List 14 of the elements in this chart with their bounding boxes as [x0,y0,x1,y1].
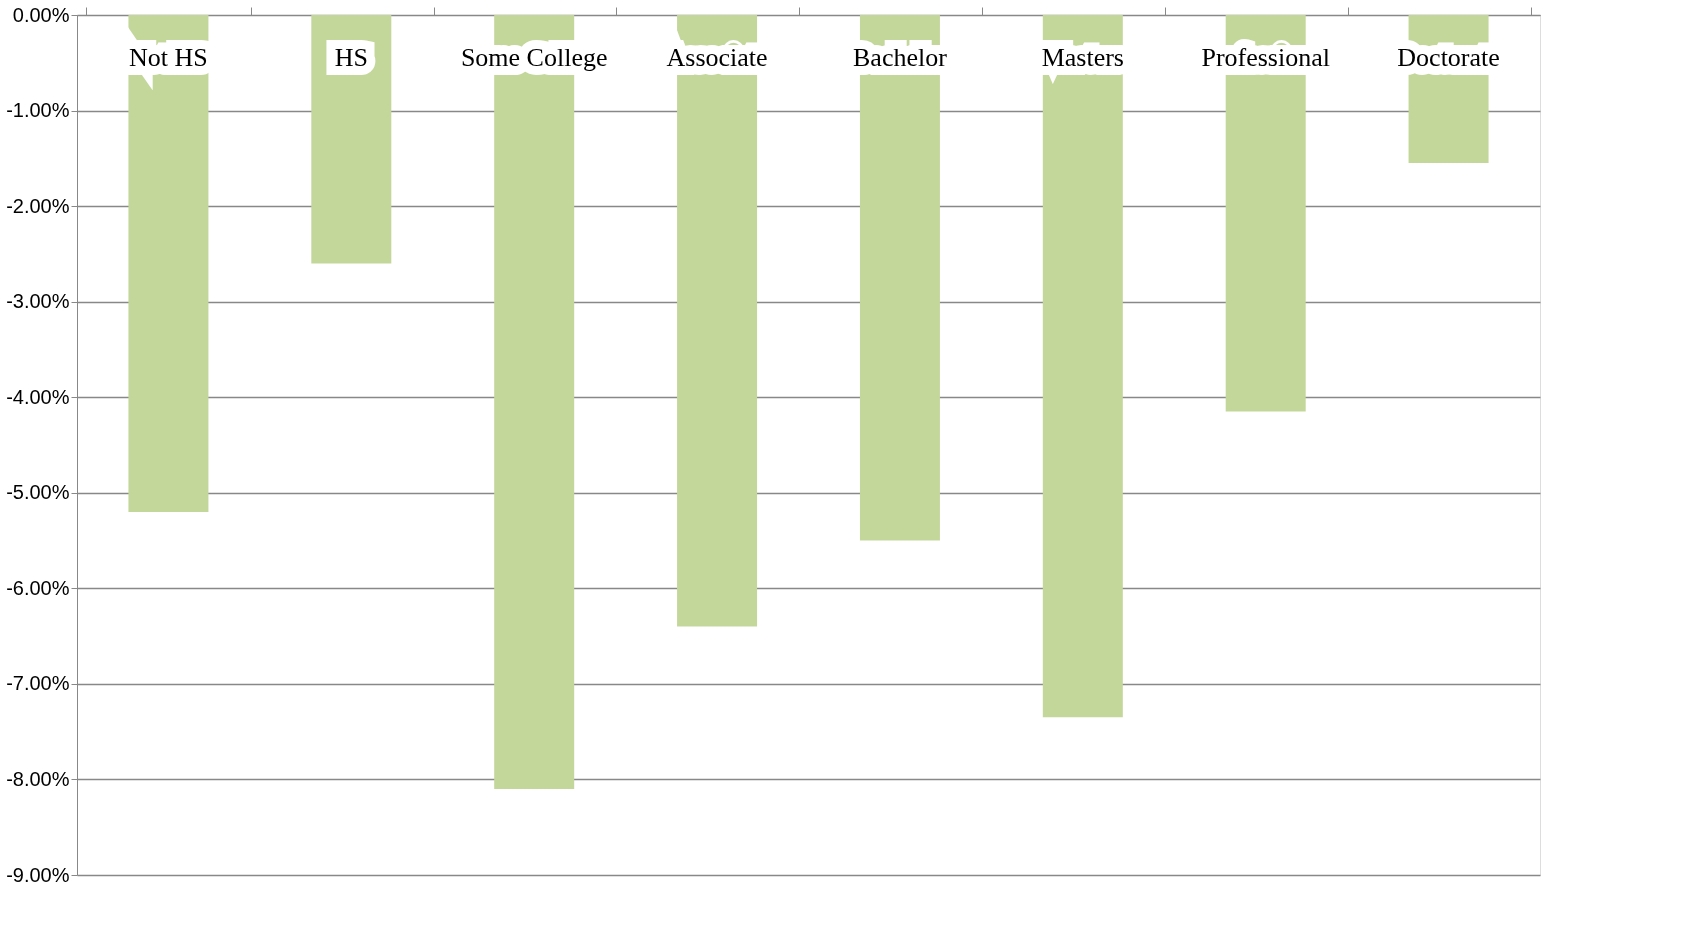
x-tick-label: Some College [460,43,608,72]
y-tick-label: -7.00% [6,672,70,695]
y-tick-label: -1.00% [6,99,70,122]
y-tick-label: -8.00% [6,767,70,790]
y-tick-label: -5.00% [6,481,70,504]
y-tick-label: -3.00% [6,290,70,313]
x-tick-label: Doctorate [1397,43,1500,72]
y-tick-label: -4.00% [6,385,70,408]
y-tick-label: -2.00% [6,194,70,217]
y-tick-label: -6.00% [6,576,70,599]
y-tick-label: 0.00% [12,3,70,26]
x-tick-label: Bachelor [853,43,948,72]
y-tick-label: -9.00% [6,863,70,886]
x-tick-label: Professional [1201,43,1330,72]
